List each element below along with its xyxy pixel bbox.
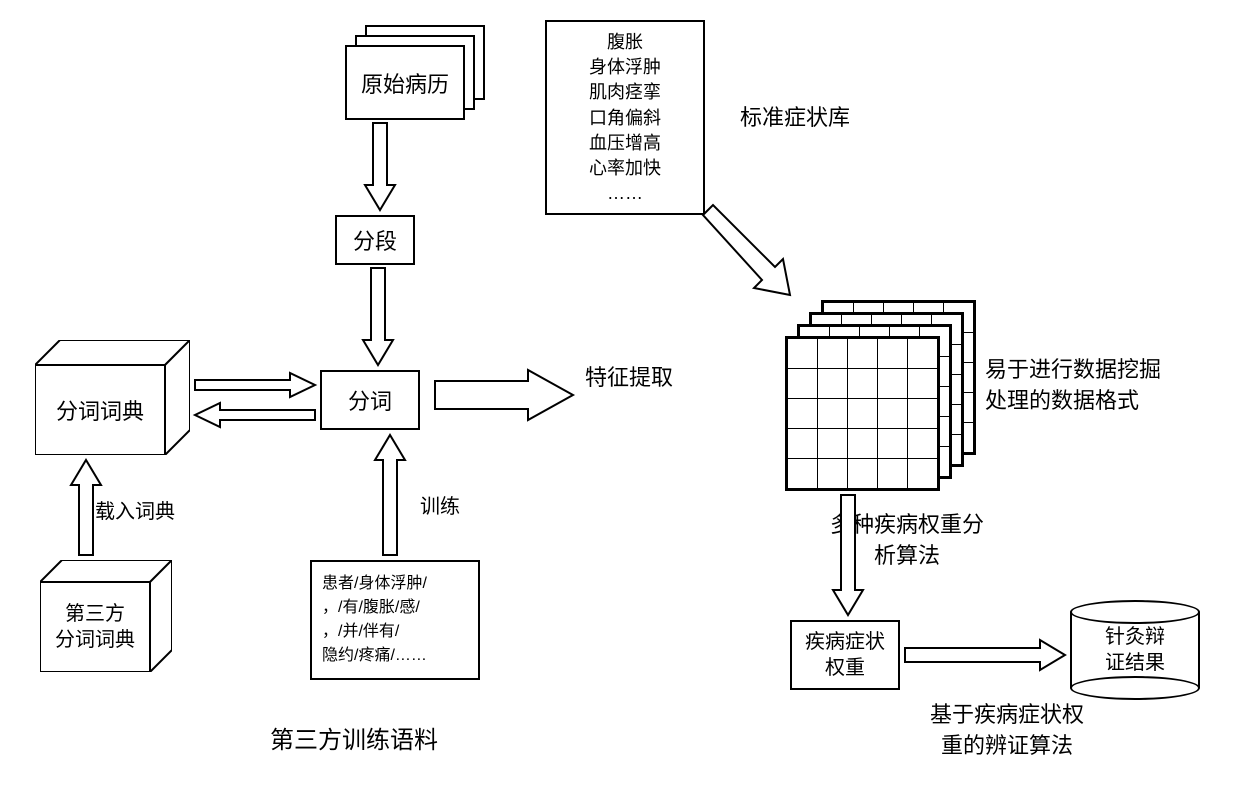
corpus-line2: ，/有/腹胀/感/ xyxy=(322,596,468,620)
da-l1: 基于疾病症状权 xyxy=(930,700,1084,731)
df-l2: 处理的数据格式 xyxy=(985,386,1161,417)
weight-algo-label: 多种疾病权重分 析算法 xyxy=(830,510,984,572)
weight-l2: 权重 xyxy=(825,655,865,681)
dict-cube: 分词词典 xyxy=(35,340,190,455)
wa-l2: 析算法 xyxy=(830,541,984,572)
cyl-text: 针灸辩 证结果 xyxy=(1070,620,1200,680)
corpus-label: 第三方训练语料 xyxy=(270,720,438,755)
cyl-l2: 证结果 xyxy=(1105,650,1165,676)
grid-layer-1 xyxy=(785,336,940,491)
data-format-label: 易于进行数据挖掘 处理的数据格式 xyxy=(985,355,1161,417)
dict-label: 分词词典 xyxy=(56,394,144,426)
wa-l1: 多种疾病权重分 xyxy=(830,510,984,541)
corpus-line4: 隐约/疼痛/…… xyxy=(322,644,468,668)
raw-records-label: 原始病历 xyxy=(361,67,449,99)
arrow-corpus-to-tokenize xyxy=(375,435,405,555)
corpus-line1: 患者/身体浮肿/ xyxy=(322,572,468,596)
tpd-line1: 第三方 xyxy=(65,601,125,627)
third-party-dict-text: 第三方 分词词典 xyxy=(40,582,150,672)
da-l2: 重的辨证算法 xyxy=(930,731,1084,762)
symptom-lib-box: 腹胀 身体浮肿 肌肉痉挛 口角偏斜 血压增高 心率加快 …… xyxy=(545,20,705,215)
sym-l5: 血压增高 xyxy=(589,131,661,156)
segment-box: 分段 xyxy=(335,215,415,265)
raw-records-box: 原始病历 xyxy=(345,45,465,120)
sym-l3: 肌肉痉挛 xyxy=(589,80,661,105)
arrow-raw-to-segment xyxy=(365,123,395,210)
arrow-weight-to-result xyxy=(905,640,1065,670)
symptom-lib-label: 标准症状库 xyxy=(740,100,850,132)
load-dict-label: 载入词典 xyxy=(95,495,175,524)
arrow-segment-to-tokenize xyxy=(363,268,393,365)
segment-label: 分段 xyxy=(353,224,397,256)
third-party-dict-cube: 第三方 分词词典 xyxy=(40,560,172,672)
corpus-line3: ，/并/伴有/ xyxy=(322,620,468,644)
dict-cube-text: 分词词典 xyxy=(35,365,165,455)
df-l1: 易于进行数据挖掘 xyxy=(985,355,1161,386)
weight-l1: 疾病症状 xyxy=(805,629,885,655)
cyl-l1: 针灸辩 xyxy=(1105,624,1165,650)
arrow-dict-to-tokenize xyxy=(195,373,315,397)
sym-l6: 心率加快 xyxy=(589,156,661,181)
dialectic-algo-label: 基于疾病症状权 重的辨证算法 xyxy=(930,700,1084,762)
train-label: 训练 xyxy=(420,490,460,519)
arrow-tokenize-to-dict xyxy=(195,403,315,427)
tpd-line2: 分词词典 xyxy=(55,627,135,653)
arrow-symptom-to-grid xyxy=(703,205,790,295)
corpus-box: 患者/身体浮肿/ ，/有/腹胀/感/ ，/并/伴有/ 隐约/疼痛/…… xyxy=(310,560,480,680)
tokenize-box: 分词 xyxy=(320,370,420,430)
sym-l4: 口角偏斜 xyxy=(589,106,661,131)
weight-box: 疾病症状 权重 xyxy=(790,620,900,690)
arrow-feature-extract xyxy=(435,370,573,420)
sym-l2: 身体浮肿 xyxy=(589,55,661,80)
sym-l1: 腹胀 xyxy=(607,30,643,55)
raw-records-stack: 原始病历 xyxy=(345,25,485,120)
grid-stack xyxy=(785,300,976,491)
tokenize-label: 分词 xyxy=(348,384,392,416)
feature-extract-label: 特征提取 xyxy=(585,360,673,392)
result-cylinder: 针灸辩 证结果 xyxy=(1070,600,1200,700)
sym-l7: …… xyxy=(607,181,643,206)
